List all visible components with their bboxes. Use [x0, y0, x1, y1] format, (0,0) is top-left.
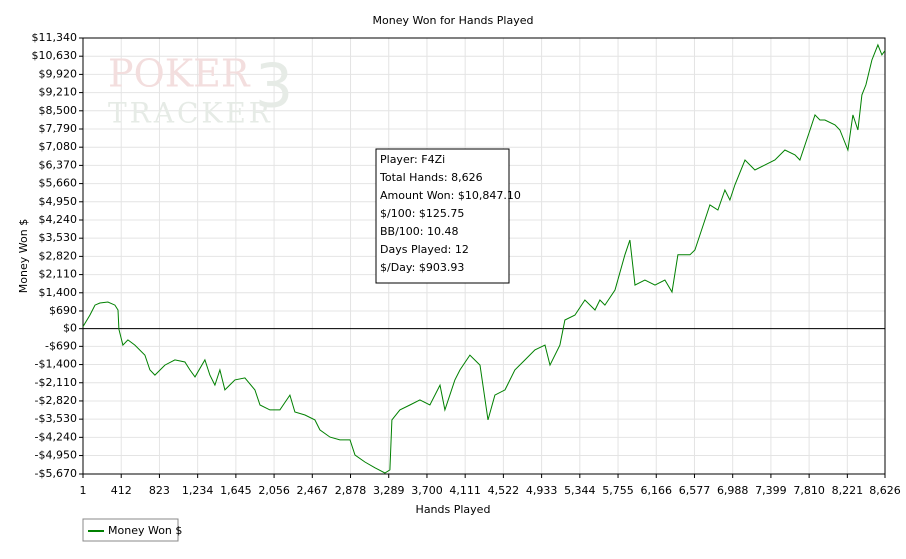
- info-line: Amount Won: $10,847.10: [380, 189, 521, 202]
- x-tick-label: 6,988: [717, 484, 749, 497]
- y-tick-label: -$2,820: [35, 394, 77, 407]
- info-line: $/100: $125.75: [380, 207, 464, 220]
- y-tick-label: $2,820: [39, 249, 78, 262]
- y-tick-label: $0: [63, 322, 77, 335]
- info-line: Player: F4Zi: [380, 153, 445, 166]
- legend-label: Money Won $: [108, 524, 182, 537]
- x-tick-label: 7,810: [793, 484, 825, 497]
- y-tick-label: $4,950: [39, 195, 78, 208]
- x-tick-label: 5,755: [602, 484, 634, 497]
- y-tick-label: $9,210: [39, 86, 78, 99]
- y-axis-label: Money Won $: [17, 219, 30, 293]
- y-tick-label: $7,080: [39, 140, 78, 153]
- x-tick-label: 823: [149, 484, 170, 497]
- y-tick-label: -$1,400: [35, 358, 77, 371]
- y-tick-label: $5,660: [39, 177, 78, 190]
- y-tick-label: $6,370: [39, 158, 78, 171]
- info-box-frame: [375, 148, 510, 284]
- x-tick-label: 412: [111, 484, 132, 497]
- info-line: Days Played: 12: [380, 243, 469, 256]
- plot-frame: [82, 37, 886, 475]
- y-tick-label: $10,630: [32, 49, 78, 62]
- x-tick-label: 1,234: [182, 484, 214, 497]
- y-tick-label: -$4,240: [35, 430, 77, 443]
- y-tick-label: $2,110: [39, 268, 78, 281]
- x-tick-label: 5,344: [564, 484, 596, 497]
- x-tick-label: 2,467: [297, 484, 329, 497]
- x-axis-label: Hands Played: [416, 503, 491, 516]
- watermark: POKER: [108, 52, 251, 96]
- y-tick-label: -$5,670: [35, 467, 77, 480]
- x-tick-label: 1: [80, 484, 87, 497]
- y-tick-label: $4,240: [39, 213, 78, 226]
- x-tick-label: 1,645: [220, 484, 252, 497]
- info-box: Player: F4Zi Total Hands: 8,626 Amount Won…: [375, 148, 521, 284]
- legend-frame: [82, 518, 179, 542]
- y-tick-label: -$2,110: [35, 376, 77, 389]
- x-tick-label: 4,111: [449, 484, 481, 497]
- x-tick-label: 8,221: [832, 484, 864, 497]
- x-tick-label: 6,577: [679, 484, 711, 497]
- y-tick-label: -$690: [45, 339, 77, 352]
- y-tick-label: $11,340: [32, 31, 78, 44]
- x-tick-label: 6,166: [641, 484, 673, 497]
- data-line: [82, 43, 886, 474]
- x-tick-label: 8,626: [869, 484, 901, 497]
- y-tick-label: -$4,950: [35, 449, 77, 462]
- y-tick-label: $1,400: [39, 286, 78, 299]
- y-tick-label: -$3,530: [35, 412, 77, 425]
- info-line: $/Day: $903.93: [380, 261, 464, 274]
- x-tick-label: 4,933: [526, 484, 558, 497]
- x-tick-label: 2,056: [258, 484, 290, 497]
- x-tick-label: 3,700: [411, 484, 443, 497]
- y-tick-label: $3,530: [39, 231, 78, 244]
- y-tick-label: $9,920: [39, 67, 78, 80]
- y-tick-label: $690: [49, 304, 77, 317]
- info-line: Total Hands: 8,626: [379, 171, 483, 184]
- x-tick-label: 3,289: [373, 484, 405, 497]
- x-tick-label: 2,878: [335, 484, 367, 497]
- y-tick-label: $8,500: [39, 104, 78, 117]
- watermark: TRACKER: [108, 97, 273, 130]
- x-tick-label: 4,522: [488, 484, 520, 497]
- x-tick-label: 7,399: [755, 484, 787, 497]
- info-line: BB/100: 10.48: [380, 225, 459, 238]
- y-tick-label: $7,790: [39, 122, 78, 135]
- watermark: 3: [255, 52, 293, 122]
- chart-title: Money Won for Hands Played: [373, 14, 534, 27]
